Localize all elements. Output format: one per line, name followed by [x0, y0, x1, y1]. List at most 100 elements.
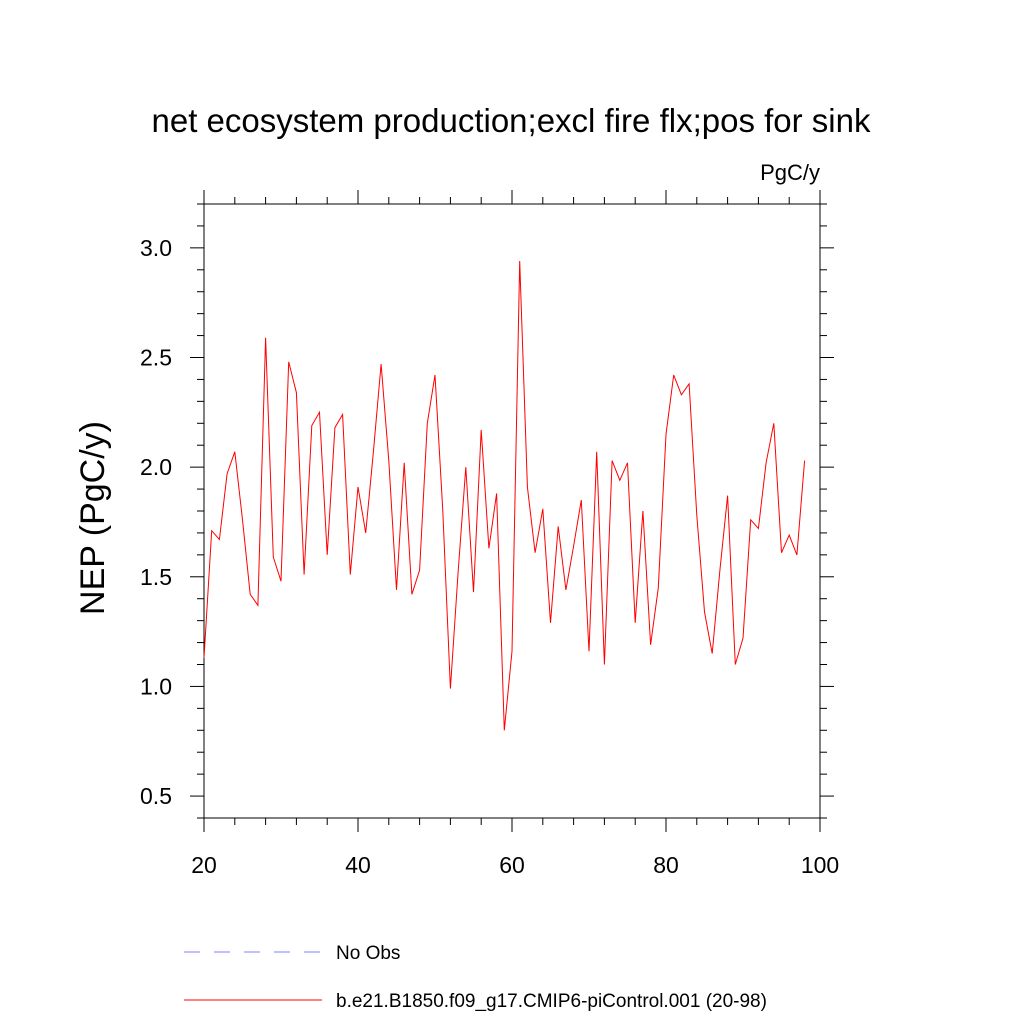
data-point	[226, 472, 229, 475]
data-point	[403, 461, 406, 464]
data-point	[603, 663, 606, 666]
legend: No Obs b.e21.B1850.f09_g17.CMIP6-piContro…	[184, 943, 767, 1012]
data-point	[549, 621, 552, 624]
data-point	[210, 529, 213, 532]
data-point	[518, 260, 521, 263]
data-point	[672, 374, 675, 377]
y-tick-label: 3.0	[140, 235, 172, 261]
data-point	[572, 545, 575, 548]
data-point	[641, 510, 644, 513]
x-tick-label: 80	[653, 852, 679, 878]
data-point	[680, 393, 683, 396]
data-point	[457, 571, 460, 574]
data-point	[418, 569, 421, 572]
x-tick-label: 60	[499, 852, 525, 878]
x-tick-label: 40	[345, 852, 371, 878]
data-point	[272, 556, 275, 559]
data-point	[395, 588, 398, 591]
data-point	[534, 551, 537, 554]
legend-label: No Obs	[336, 943, 400, 964]
data-point	[772, 422, 775, 425]
data-point	[380, 363, 383, 366]
data-point	[441, 507, 444, 510]
data-point	[665, 433, 668, 436]
data-point	[503, 729, 506, 732]
data-point	[795, 553, 798, 556]
data-point	[233, 450, 236, 453]
data-point	[742, 637, 745, 640]
data-point	[511, 650, 514, 653]
data-point	[464, 466, 467, 469]
data-point	[495, 492, 498, 495]
y-tick-label: 2.0	[140, 454, 172, 480]
data-point	[387, 459, 390, 462]
data-point	[611, 459, 614, 462]
data-point	[472, 591, 475, 594]
data-point	[449, 687, 452, 690]
data-point	[711, 652, 714, 655]
data-point	[657, 586, 660, 589]
data-point	[688, 382, 691, 385]
data-point	[303, 573, 306, 576]
data-point	[765, 461, 768, 464]
data-point	[426, 422, 429, 425]
y-tick-label: 1.5	[140, 564, 172, 590]
legend-label: b.e21.B1850.f09_g17.CMIP6-piControl.001 …	[336, 991, 767, 1012]
x-tick-label: 20	[191, 852, 217, 878]
data-point	[256, 604, 259, 607]
y-tick-label: 0.5	[140, 783, 172, 809]
data-point	[487, 547, 490, 550]
data-point	[618, 479, 621, 482]
y-tick-label: 2.5	[140, 345, 172, 371]
data-point	[803, 459, 806, 462]
data-point	[634, 621, 637, 624]
data-point	[541, 507, 544, 510]
x-tick-label: 100	[801, 852, 839, 878]
data-point	[203, 656, 206, 659]
data-point	[788, 534, 791, 537]
data-point	[349, 573, 352, 576]
data-point	[310, 424, 313, 427]
data-point	[480, 428, 483, 431]
data-point	[264, 336, 267, 339]
data-point	[526, 485, 529, 488]
data-point	[287, 360, 290, 363]
series-layer	[203, 260, 806, 732]
plot-frame	[203, 203, 821, 819]
data-point	[249, 593, 252, 596]
data-point	[626, 461, 629, 464]
data-point	[595, 450, 598, 453]
data-point	[357, 485, 360, 488]
data-point	[757, 527, 760, 530]
data-point	[718, 569, 721, 572]
units-label: PgC/y	[760, 160, 820, 185]
data-point	[703, 610, 706, 613]
series-line	[203, 260, 806, 731]
data-point	[326, 553, 329, 556]
data-point	[557, 525, 560, 528]
data-point	[734, 663, 737, 666]
axes: 20 40 60 80 100 0.5 1.0 1.5 2.0 2.5 3.0	[140, 190, 839, 878]
data-point	[649, 643, 652, 646]
data-point	[410, 593, 413, 596]
data-point	[218, 538, 221, 541]
data-point	[364, 531, 367, 534]
data-point	[726, 494, 729, 497]
data-point	[780, 551, 783, 554]
data-point	[695, 514, 698, 517]
data-point	[318, 411, 321, 414]
data-point	[749, 518, 752, 521]
data-point	[241, 518, 244, 521]
data-point	[333, 426, 336, 429]
y-axis-label: NEP (PgC/y)	[74, 421, 112, 615]
data-point	[564, 588, 567, 591]
chart-title: net ecosystem production;excl fire flx;p…	[152, 102, 871, 139]
data-point	[280, 580, 283, 583]
data-point	[295, 391, 298, 394]
data-point	[341, 413, 344, 416]
data-point	[372, 450, 375, 453]
data-point	[588, 650, 591, 653]
y-tick-label: 1.0	[140, 673, 172, 699]
data-point	[580, 499, 583, 502]
